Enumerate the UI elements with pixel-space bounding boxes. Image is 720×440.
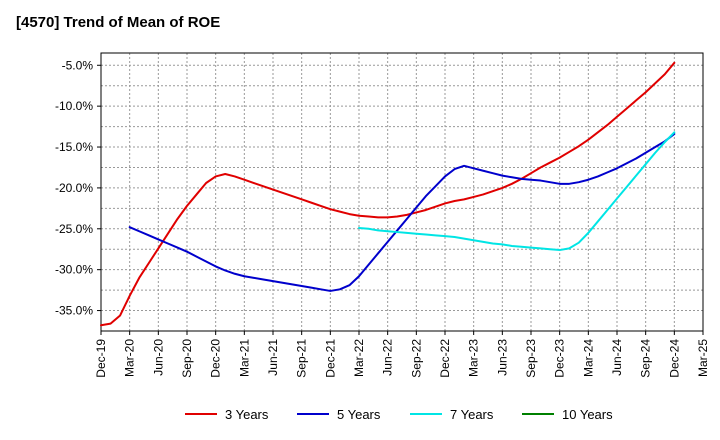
y-tick-label: -20.0% [55, 181, 93, 195]
x-tick-label: Sep-20 [180, 339, 194, 378]
x-tick-label: Mar-21 [237, 339, 251, 377]
x-tick-label: Mar-24 [581, 339, 595, 377]
x-tick-label: Mar-25 [696, 339, 710, 377]
series-line-7-years [358, 131, 676, 252]
x-tick-label: Sep-23 [524, 339, 538, 378]
x-tick-label: Mar-23 [467, 339, 481, 377]
x-tick-label: Dec-20 [209, 339, 223, 378]
series-line-5-years [128, 132, 676, 292]
series-lines [100, 61, 676, 327]
x-tick-label: Jun-24 [610, 339, 624, 376]
y-tick-label: -25.0% [55, 222, 93, 236]
x-tick-label: Mar-22 [352, 339, 366, 377]
x-tick-label: Sep-21 [295, 339, 309, 378]
x-tick-label: Jun-23 [495, 339, 509, 376]
chart-title: [4570] Trend of Mean of ROE [16, 14, 221, 31]
series-line-3-years [100, 61, 676, 327]
x-tick-label: Jun-20 [151, 339, 165, 376]
legend-label: 5 Years [337, 407, 381, 422]
legend-label: 3 Years [225, 407, 269, 422]
legend-label: 10 Years [562, 407, 613, 422]
x-tick-label: Dec-23 [553, 339, 567, 378]
y-tick-label: -35.0% [55, 304, 93, 318]
y-tick-label: -5.0% [62, 58, 94, 72]
x-tick-label: Dec-24 [667, 339, 681, 378]
legend-label: 7 Years [450, 407, 494, 422]
x-axis: Dec-19 Mar-20 Jun-20 Sep-20 Dec-20 Mar-21 Jun-… [94, 331, 710, 378]
y-tick-label: -10.0% [55, 99, 93, 113]
y-axis: -5.0% -10.0% -15.0% -20.0% -25.0% -30.0% -35.0… [55, 58, 101, 318]
x-tick-label: Sep-22 [409, 339, 423, 378]
plot-area-frame [100, 52, 704, 332]
x-tick-label: Dec-19 [94, 339, 108, 378]
x-tick-label: Jun-22 [381, 339, 395, 376]
x-tick-label: Sep-24 [639, 339, 653, 378]
y-tick-label: -15.0% [55, 140, 93, 154]
legend: 3 Years 5 Years 7 Years 10 Years [185, 407, 613, 422]
x-tick-label: Dec-22 [438, 339, 452, 378]
x-tick-label: Dec-21 [323, 339, 337, 378]
grid-lines [101, 53, 703, 331]
x-tick-label: Mar-20 [123, 339, 137, 377]
y-tick-label: -30.0% [55, 263, 93, 277]
x-tick-label: Jun-21 [266, 339, 280, 376]
